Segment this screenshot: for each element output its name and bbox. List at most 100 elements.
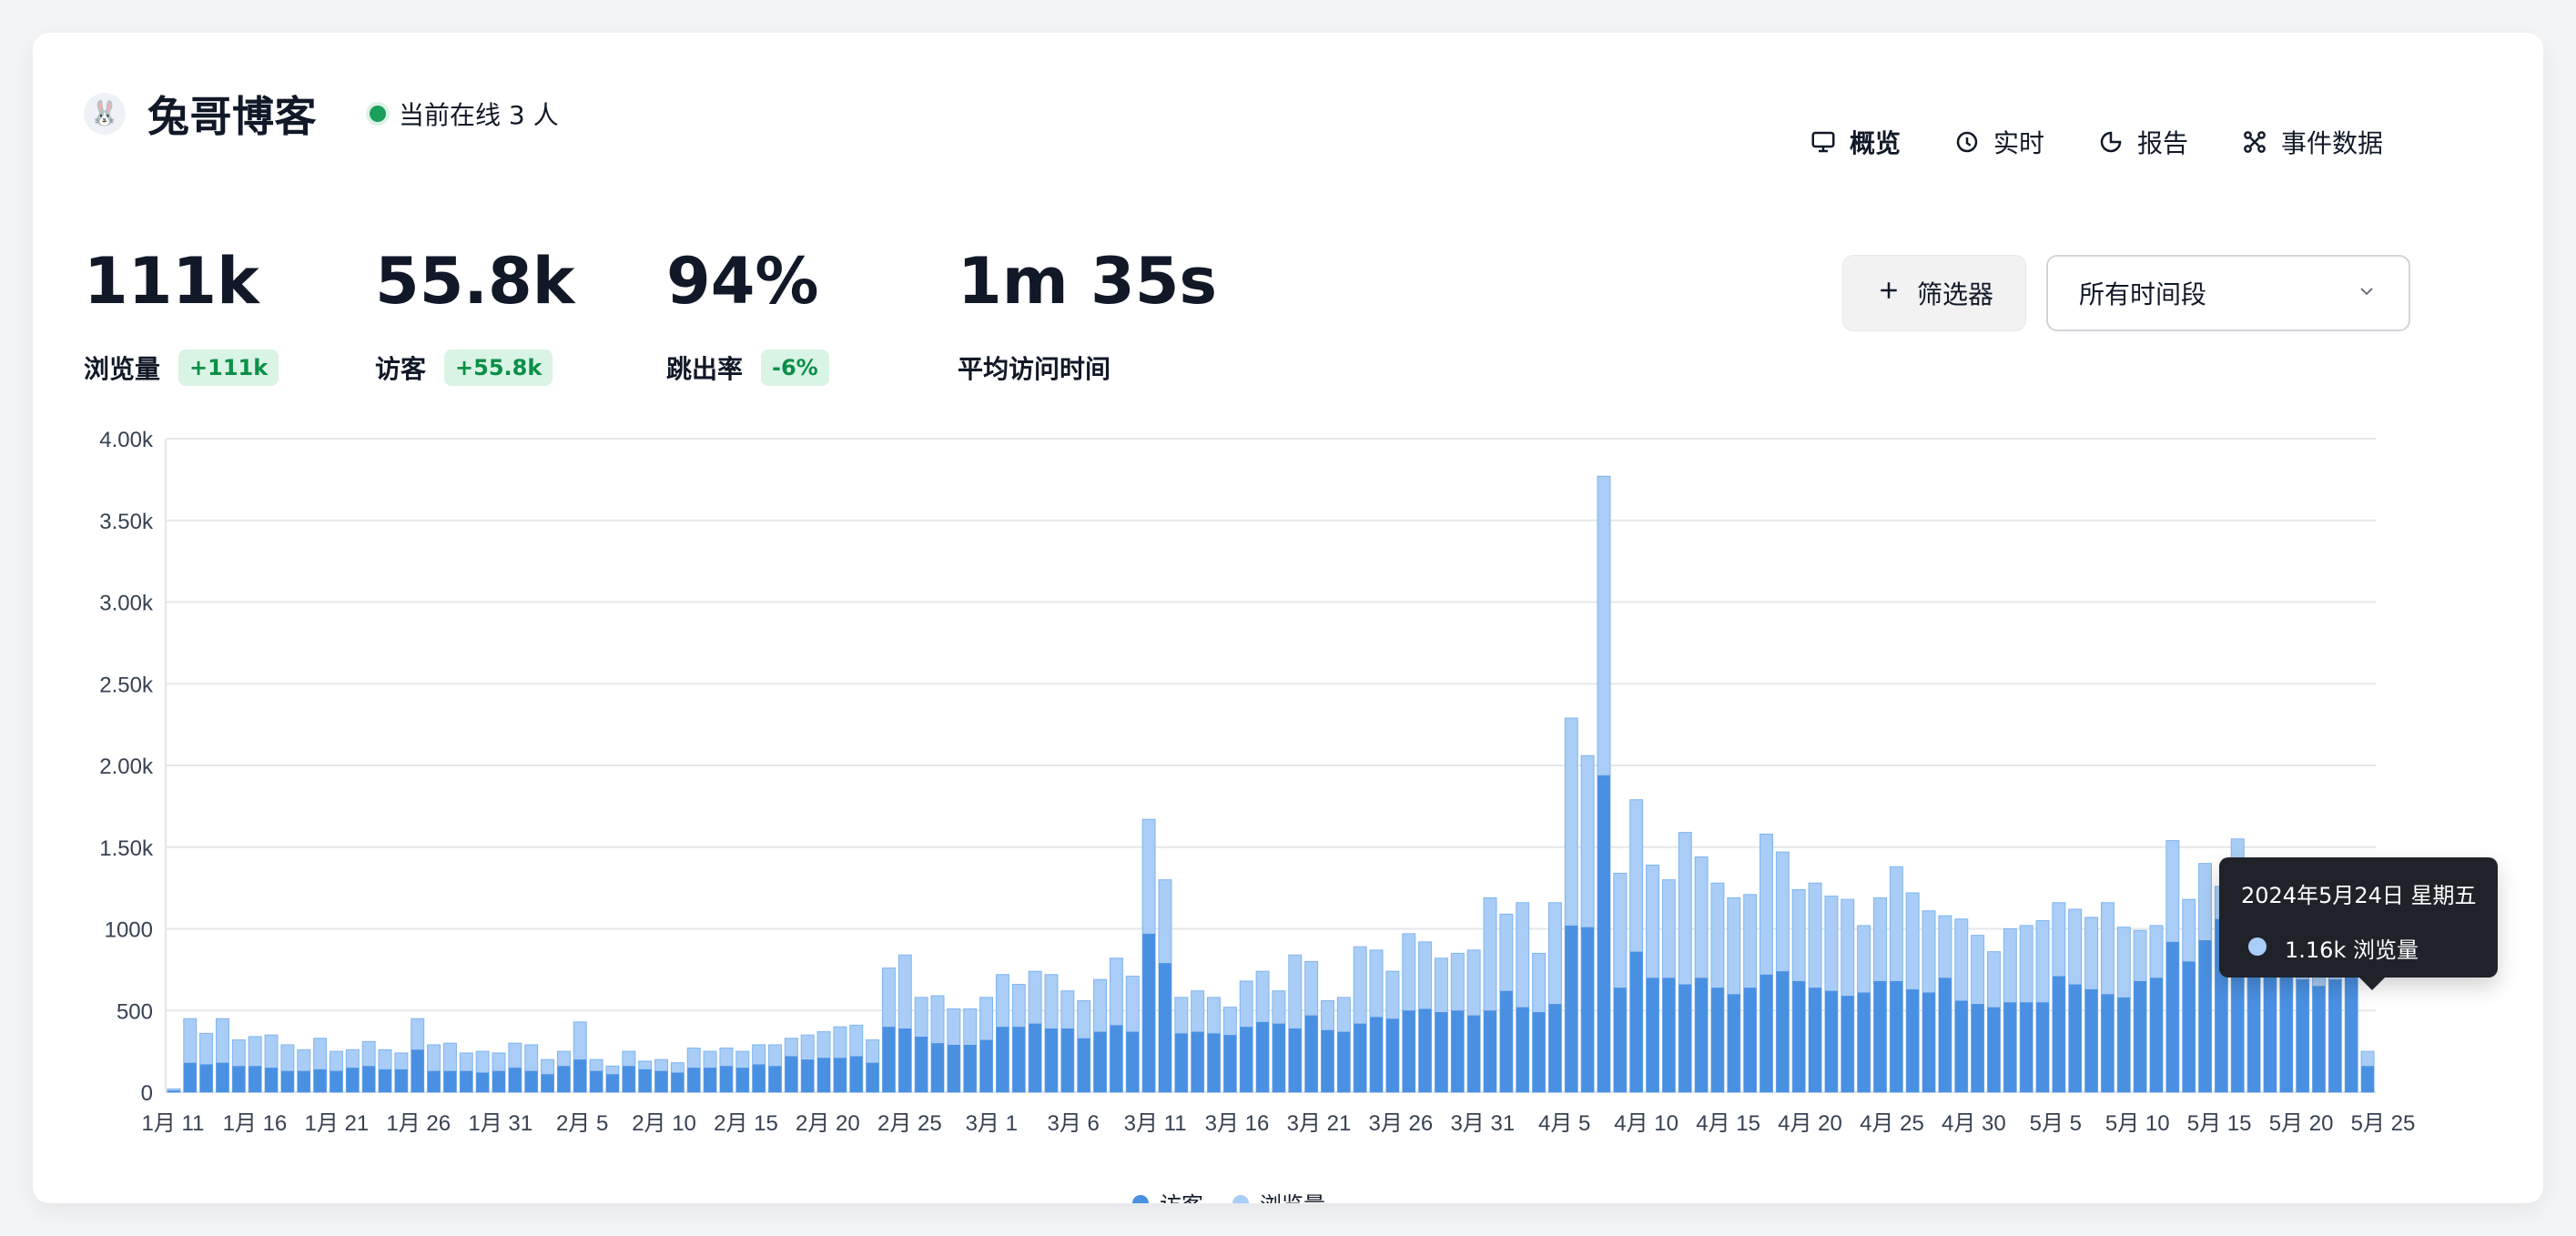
visitors-bar[interactable] xyxy=(866,1062,879,1092)
visitors-bar[interactable] xyxy=(1841,996,1854,1092)
visitors-bar[interactable] xyxy=(1954,1000,1968,1092)
visitors-bar[interactable] xyxy=(1890,980,1903,1092)
visitors-bar[interactable] xyxy=(1581,927,1595,1092)
visitors-bar[interactable] xyxy=(2150,978,2163,1092)
visitors-bar[interactable] xyxy=(1792,980,1806,1092)
visitors-bar[interactable] xyxy=(1857,992,1871,1092)
visitors-bar[interactable] xyxy=(1710,988,1724,1092)
visitors-bar[interactable] xyxy=(1776,971,1790,1092)
visitors-bar[interactable] xyxy=(362,1066,376,1092)
visitors-bar[interactable] xyxy=(882,1027,896,1092)
visitors-bar[interactable] xyxy=(1077,1038,1090,1092)
visitors-bar[interactable] xyxy=(1435,1012,1448,1092)
visitors-bar[interactable] xyxy=(735,1068,749,1092)
visitors-bar[interactable] xyxy=(1142,933,1156,1092)
visitors-bar[interactable] xyxy=(719,1066,733,1092)
visitors-bar[interactable] xyxy=(557,1066,571,1092)
visitors-bar[interactable] xyxy=(849,1056,863,1092)
visitors-bar[interactable] xyxy=(1045,1028,1058,1092)
visitors-bar[interactable] xyxy=(232,1066,246,1092)
visitors-bar[interactable] xyxy=(460,1070,473,1092)
visitors-bar[interactable] xyxy=(394,1069,408,1092)
visitors-bar[interactable] xyxy=(1418,1008,1432,1092)
visitors-bar[interactable] xyxy=(671,1072,685,1092)
visitors-bar[interactable] xyxy=(1548,1004,1562,1092)
visitors-bar[interactable] xyxy=(590,1070,603,1092)
visitors-bar[interactable] xyxy=(2052,976,2065,1092)
visitors-bar[interactable] xyxy=(2117,997,2131,1092)
visitors-bar[interactable] xyxy=(1272,1023,1285,1092)
visitors-bar[interactable] xyxy=(265,1068,279,1092)
visitors-bar[interactable] xyxy=(2165,941,2179,1092)
visitors-bar[interactable] xyxy=(1223,1035,1237,1092)
visitors-bar[interactable] xyxy=(2361,1066,2375,1092)
visitors-bar[interactable] xyxy=(2036,1002,2049,1092)
visitors-bar[interactable] xyxy=(1126,1031,1140,1092)
visitors-bar[interactable] xyxy=(996,1027,1009,1092)
visitors-bar[interactable] xyxy=(1678,984,1692,1092)
visitors-bar[interactable] xyxy=(524,1070,538,1092)
visitors-bar[interactable] xyxy=(508,1068,522,1092)
visitors-bar[interactable] xyxy=(167,1090,180,1092)
visitors-bar[interactable] xyxy=(1304,1015,1318,1092)
visitors-bar[interactable] xyxy=(1809,988,1822,1092)
visitors-bar[interactable] xyxy=(2068,984,2082,1092)
visitors-bar[interactable] xyxy=(2328,979,2342,1092)
visitors-bar[interactable] xyxy=(1906,988,1920,1092)
visitors-bar[interactable] xyxy=(1256,1021,1270,1092)
visitors-bar[interactable] xyxy=(2182,961,2196,1092)
visitors-bar[interactable] xyxy=(1727,994,1740,1092)
time-range-select[interactable]: 所有时间段 xyxy=(2046,255,2410,331)
visitors-bar[interactable] xyxy=(1370,1017,1384,1092)
visitors-bar[interactable] xyxy=(963,1044,977,1092)
nav-overview[interactable]: 概览 xyxy=(1810,124,1901,160)
visitors-bar[interactable] xyxy=(915,1036,928,1092)
visitors-bar[interactable] xyxy=(1158,963,1171,1092)
legend-item-visitors[interactable]: 访客 xyxy=(1132,1187,1203,1203)
visitors-bar[interactable] xyxy=(638,1069,652,1092)
visitors-bar[interactable] xyxy=(1516,1007,1529,1092)
visitors-bar[interactable] xyxy=(492,1070,505,1092)
visitors-bar[interactable] xyxy=(297,1070,310,1092)
visitors-bar[interactable] xyxy=(1824,990,1838,1092)
visitors-bar[interactable] xyxy=(1922,992,1936,1092)
visitors-bar[interactable] xyxy=(280,1070,294,1092)
visitors-bar[interactable] xyxy=(313,1069,327,1092)
visitors-bar[interactable] xyxy=(1484,1010,1496,1092)
visitors-bar[interactable] xyxy=(2084,988,2098,1092)
visitors-bar[interactable] xyxy=(1467,1015,1481,1092)
visitors-bar[interactable] xyxy=(1760,974,1773,1092)
nav-reports[interactable]: 报告 xyxy=(2097,124,2188,160)
visitors-bar[interactable] xyxy=(1532,1012,1546,1092)
visitors-bar[interactable] xyxy=(622,1066,635,1092)
visitors-bar[interactable] xyxy=(704,1068,717,1092)
visitors-bar[interactable] xyxy=(1337,1031,1351,1092)
visitors-bar[interactable] xyxy=(2312,986,2326,1092)
visitors-bar[interactable] xyxy=(427,1070,441,1092)
visitors-bar[interactable] xyxy=(1597,775,1610,1092)
visitors-bar[interactable] xyxy=(1093,1031,1107,1092)
visitors-bar[interactable] xyxy=(2020,1002,2033,1092)
visitors-bar[interactable] xyxy=(1695,978,1709,1092)
visitors-bar[interactable] xyxy=(1938,978,1952,1092)
visitors-bar[interactable] xyxy=(605,1074,619,1092)
visitors-bar[interactable] xyxy=(1402,1010,1415,1092)
visitors-bar[interactable] xyxy=(979,1039,993,1092)
visitors-bar[interactable] xyxy=(1174,1033,1188,1092)
visitors-bar[interactable] xyxy=(1354,1023,1367,1092)
visitors-bar[interactable] xyxy=(1987,1007,2001,1092)
visitors-bar[interactable] xyxy=(1646,978,1659,1092)
nav-events[interactable]: 事件数据 xyxy=(2241,124,2383,160)
visitors-bar[interactable] xyxy=(1321,1029,1334,1092)
visitors-bar[interactable] xyxy=(1060,1028,1074,1092)
visitors-bar[interactable] xyxy=(1743,988,1757,1092)
visitors-bar[interactable] xyxy=(654,1070,668,1092)
visitors-bar[interactable] xyxy=(1613,988,1627,1092)
visitors-bar[interactable] xyxy=(687,1068,701,1092)
visitors-bar[interactable] xyxy=(1110,1025,1123,1092)
visitors-bar[interactable] xyxy=(476,1072,490,1092)
visitors-bar[interactable] xyxy=(2134,980,2147,1092)
visitors-bar[interactable] xyxy=(1971,1004,1984,1092)
visitors-bar[interactable] xyxy=(1240,1027,1253,1092)
visitors-bar[interactable] xyxy=(183,1062,197,1092)
